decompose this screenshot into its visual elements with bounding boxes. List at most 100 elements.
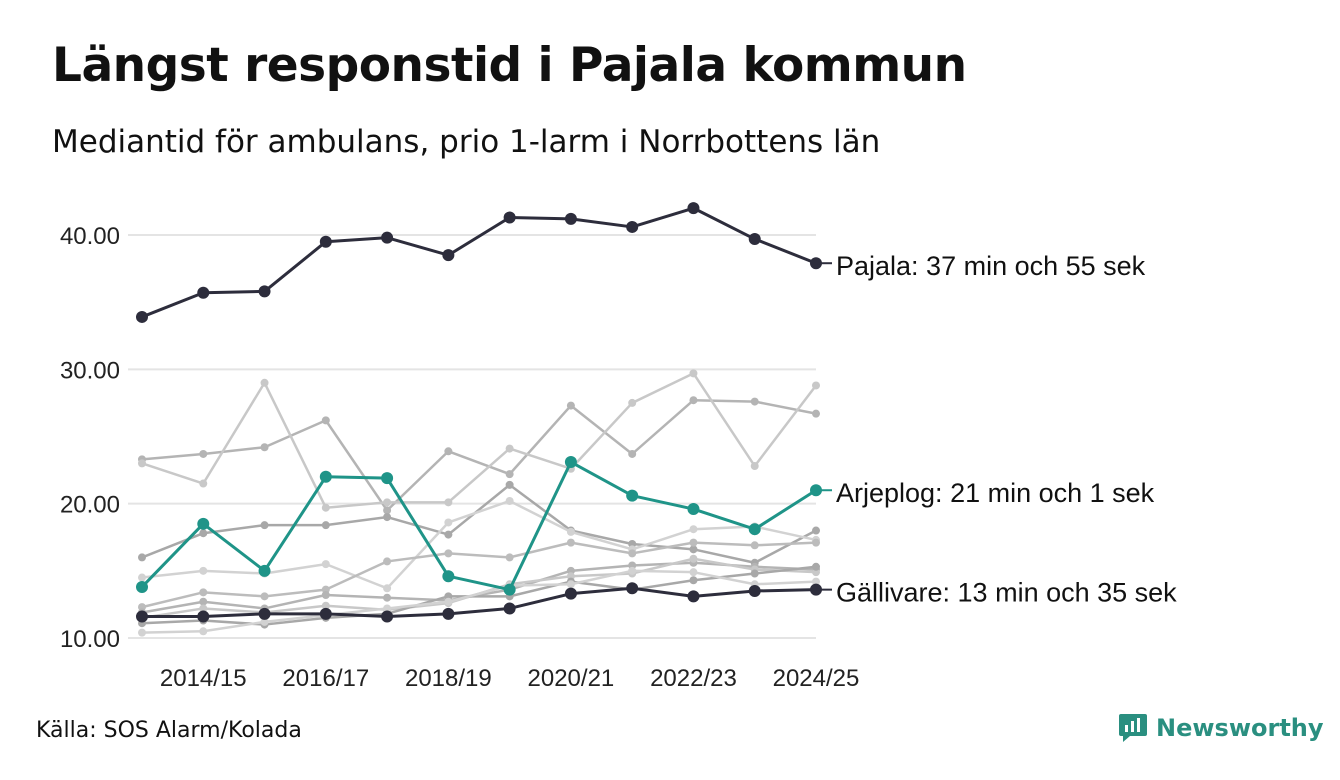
series-arjeplog-point [748, 523, 761, 536]
x-tick-label: 2024/25 [773, 665, 860, 692]
background-series-1-point [321, 416, 330, 425]
series-gllivare-point [503, 602, 516, 615]
y-tick-label: 20.00 [60, 492, 120, 519]
background-series-2-point [383, 498, 392, 507]
background-series-9 [138, 566, 820, 637]
series-pajala-point [748, 233, 761, 246]
background-series-3-point [199, 529, 208, 538]
series-gllivare-point [687, 590, 700, 603]
background-series-1 [138, 396, 820, 515]
series-gllivare-point [442, 607, 455, 620]
series-pajala-point [503, 211, 516, 224]
background-series-3-point [505, 480, 514, 489]
background-series-2-point [628, 398, 637, 407]
series-gllivare-point [319, 607, 332, 620]
background-series-3-point [260, 521, 269, 530]
background-series-5 [138, 538, 820, 612]
series-arjeplog [136, 456, 822, 596]
series-pajala [136, 202, 822, 323]
series-arjeplog-point [258, 564, 271, 577]
background-series-9-point [628, 566, 637, 575]
background-series-1-point [444, 447, 453, 456]
x-tick-label: 2022/23 [650, 665, 737, 692]
end-label-gllivare: Gällivare: 13 min och 35 sek [836, 578, 1177, 608]
series-gllivare-point [197, 610, 210, 623]
background-series-4-point [444, 518, 453, 527]
series-arjeplog-point [687, 503, 700, 516]
background-series-1-point [199, 449, 208, 458]
background-series-5-point [689, 538, 698, 547]
background-series-2-point [260, 378, 269, 387]
background-series-5-point [566, 538, 575, 547]
background-series-6-point [383, 593, 392, 602]
background-series-2-point [750, 462, 759, 471]
series-arjeplog-point [136, 580, 148, 593]
background-series-8-point [812, 562, 820, 571]
x-tick-label: 2020/21 [528, 665, 615, 692]
x-tick-label: 2014/15 [160, 665, 247, 692]
series-pajala-point [258, 285, 271, 298]
background-series-1-point [566, 401, 575, 410]
background-series-3-point [383, 513, 392, 522]
background-series-3-point [321, 521, 330, 530]
chart-subtitle: Mediantid för ambulans, prio 1-larm i No… [52, 124, 881, 160]
series-pajala-point [687, 202, 700, 215]
background-series-9-point [812, 577, 820, 586]
background-series-9-point [689, 568, 698, 577]
series-gllivare-point [626, 582, 639, 595]
series-pajala-point [197, 286, 210, 299]
background-series-6-point [321, 591, 330, 600]
background-series-7-point [321, 601, 330, 610]
background-series-9-point [444, 597, 453, 606]
end-label-pajala: Pajala: 37 min och 55 sek [836, 251, 1146, 281]
background-series-3-line [141, 483, 817, 565]
y-axis-ticks: 10.00 20.00 30.00 40.00 [60, 223, 120, 653]
x-axis-ticks: 2014/15 2016/17 2018/19 2020/21 2022/23 2024/… [160, 665, 859, 692]
y-tick-label: 40.00 [60, 223, 120, 250]
background-series-2-point [199, 479, 208, 488]
background-series-6-point [199, 597, 208, 606]
series-arjeplog-point [442, 570, 455, 583]
background-series-2-point [321, 503, 330, 512]
background-series-8-point [689, 576, 698, 585]
series-end-labels: Pajala: 37 min och 55 sek Arjeplog: 21 mi… [816, 251, 1177, 608]
background-series-2-point [444, 498, 453, 507]
series-arjeplog-point [197, 517, 210, 530]
background-series-6-line [141, 561, 817, 614]
background-series-2-point [505, 444, 514, 453]
background-series-5-point [750, 541, 759, 550]
series-pajala-point [381, 231, 394, 244]
source-note: Källa: SOS Alarm/Kolada [36, 718, 302, 743]
background-series-3-point [689, 545, 698, 554]
background-series-4-point [321, 560, 330, 569]
background-series-4-point [689, 525, 698, 534]
background-series-2-line [141, 372, 817, 509]
background-series-5-point [628, 549, 637, 558]
background-series-5-line [141, 541, 817, 609]
series-arjeplog-point [626, 489, 639, 502]
background-series-4-point [199, 566, 208, 575]
newsworthy-logo: Newsworthy [1118, 712, 1324, 744]
series-arjeplog-point [503, 583, 516, 596]
series-gllivare-point [381, 610, 394, 623]
background-series-3 [138, 480, 820, 567]
series-arjeplog-point [319, 470, 332, 483]
series-pajala-point [626, 220, 639, 233]
x-tick-label: 2018/19 [405, 665, 492, 692]
background-series-5-point [199, 588, 208, 597]
background-series-9-point [383, 604, 392, 613]
background-series-3-point [138, 553, 146, 562]
background-series-6 [138, 558, 820, 617]
newsworthy-logo-text: Newsworthy [1156, 714, 1324, 742]
end-label-arjeplog: Arjeplog: 21 min och 1 sek [836, 478, 1155, 508]
background-series-9-point [138, 628, 146, 637]
highlighted-series [136, 202, 822, 623]
grid-lines [128, 234, 816, 639]
background-series-4-point [383, 584, 392, 593]
series-pajala-point [564, 212, 577, 225]
background-series-1-point [383, 506, 392, 515]
background-series-5-point [383, 557, 392, 566]
series-arjeplog-line [140, 460, 817, 592]
series-gllivare-point [748, 584, 761, 597]
background-series-2 [138, 369, 820, 512]
